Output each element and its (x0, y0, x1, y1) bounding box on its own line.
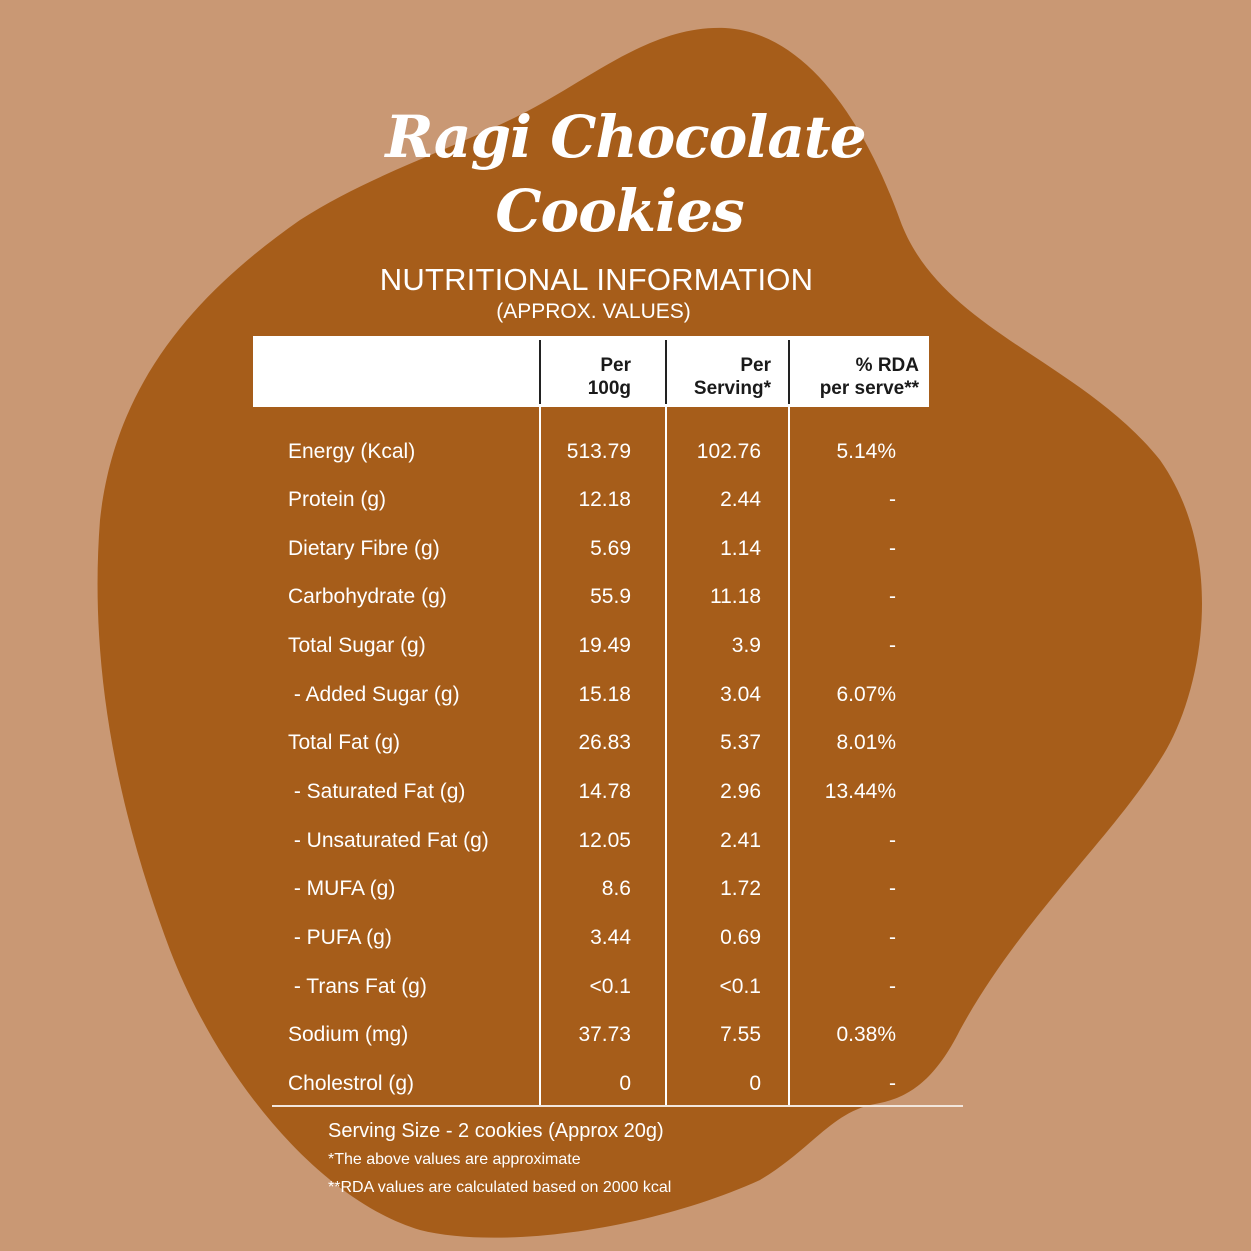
serving-size-text: Serving Size - 2 cookies (Approx 20g) (328, 1120, 664, 1142)
nutrient-label: - PUFA (g) (288, 926, 392, 949)
value-per-100g: 513.79 (566, 440, 631, 463)
value-per-100g: 3.44 (590, 926, 631, 949)
value-rda: - (889, 488, 896, 511)
column-header-line: 100g (587, 378, 631, 399)
value-per-100g: 15.18 (578, 683, 631, 706)
value-per-serving: 1.72 (720, 877, 761, 900)
value-per-serving: 7.55 (720, 1023, 761, 1046)
value-per-100g: 19.49 (578, 634, 631, 657)
value-per-serving: 102.76 (696, 440, 761, 463)
column-header-per-serving: Per Serving* (694, 354, 771, 400)
value-per-serving: 1.14 (720, 537, 761, 560)
nutrient-label: Total Sugar (g) (288, 634, 426, 657)
nutrient-label: Total Fat (g) (288, 731, 401, 754)
table-row: Carbohydrate (g) 55.9 11.18 - (0, 582, 1251, 630)
value-rda: - (889, 975, 896, 998)
value-rda: - (889, 585, 896, 608)
header-divider (788, 340, 790, 404)
value-per-100g: 37.73 (578, 1023, 631, 1046)
table-row: Sodium (mg) 37.73 7.55 0.38% (0, 1020, 1251, 1068)
table-row: Dietary Fibre (g) 5.69 1.14 - (0, 534, 1251, 582)
column-divider (665, 407, 667, 1106)
column-divider (539, 407, 541, 1106)
value-per-serving: 2.44 (720, 488, 761, 511)
value-rda: - (889, 829, 896, 852)
table-row: - Added Sugar (g) 15.18 3.04 6.07% (0, 680, 1251, 728)
column-header-per-100g: Per 100g (588, 354, 631, 400)
value-rda: - (889, 537, 896, 560)
table-row: - PUFA (g) 3.44 0.69 - (0, 923, 1251, 971)
header-divider (539, 340, 541, 404)
footnote-approximate: *The above values are approximate (328, 1151, 581, 1168)
value-per-serving: 2.96 (720, 780, 761, 803)
value-per-100g: 14.78 (578, 780, 631, 803)
table-row: - MUFA (g) 8.6 1.72 - (0, 874, 1251, 922)
nutrient-label: - MUFA (g) (288, 877, 396, 900)
value-per-100g: 5.69 (590, 537, 631, 560)
nutrient-label: - Unsaturated Fat (g) (288, 829, 489, 852)
nutrient-label: Sodium (mg) (288, 1023, 409, 1046)
value-per-serving: <0.1 (719, 975, 761, 998)
value-per-100g: 8.6 (601, 877, 631, 900)
table-row: - Trans Fat (g) <0.1 <0.1 - (0, 972, 1251, 1020)
header-divider (665, 340, 667, 404)
value-per-serving: 0 (749, 1072, 761, 1095)
value-per-serving: 3.9 (731, 634, 761, 657)
nutrient-label: Energy (Kcal) (288, 440, 416, 463)
nutrient-label: Dietary Fibre (g) (288, 537, 440, 560)
value-rda: 13.44% (824, 780, 896, 803)
nutrient-label: Cholestrol (g) (288, 1072, 415, 1095)
value-rda: - (889, 1072, 896, 1095)
value-rda: 6.07% (836, 683, 896, 706)
value-rda: - (889, 877, 896, 900)
value-per-100g: 12.05 (578, 829, 631, 852)
value-rda: 5.14% (836, 440, 896, 463)
table-row: Cholestrol (g) 0 0 - (0, 1069, 1251, 1117)
value-per-100g: 0 (619, 1072, 631, 1095)
table-row: - Saturated Fat (g) 14.78 2.96 13.44% (0, 777, 1251, 825)
section-heading: NUTRITIONAL INFORMATION (379, 262, 814, 297)
value-rda: 0.38% (836, 1023, 896, 1046)
value-per-serving: 3.04 (720, 683, 761, 706)
table-row: Energy (Kcal) 513.79 102.76 5.14% (0, 437, 1251, 485)
table-row: Total Sugar (g) 19.49 3.9 - (0, 631, 1251, 679)
product-title-line2: Cookies (495, 177, 744, 245)
nutrient-label: - Trans Fat (g) (288, 975, 427, 998)
column-header-line: % RDA (855, 355, 919, 376)
value-per-100g: <0.1 (589, 975, 631, 998)
column-header-line: Per (740, 355, 771, 376)
value-per-serving: 2.41 (720, 829, 761, 852)
table-bottom-rule (272, 1105, 963, 1107)
value-per-100g: 26.83 (578, 731, 631, 754)
nutrient-label: Protein (g) (288, 488, 387, 511)
table-row: - Unsaturated Fat (g) 12.05 2.41 - (0, 826, 1251, 874)
column-header-line: Per (600, 355, 631, 376)
value-rda: 8.01% (836, 731, 896, 754)
value-per-serving: 5.37 (720, 731, 761, 754)
nutrient-label: - Added Sugar (g) (288, 683, 460, 706)
value-per-100g: 55.9 (590, 585, 631, 608)
section-subheading: (APPROX. VALUES) (496, 300, 691, 323)
value-per-serving: 0.69 (720, 926, 761, 949)
column-header-line: per serve** (819, 378, 919, 399)
value-rda: - (889, 634, 896, 657)
nutrient-label: Carbohydrate (g) (288, 585, 447, 608)
table-row: Protein (g) 12.18 2.44 - (0, 485, 1251, 533)
nutrient-label: - Saturated Fat (g) (288, 780, 466, 803)
product-title-line1: Ragi Chocolate (385, 103, 866, 171)
value-per-serving: 11.18 (710, 585, 761, 608)
value-per-100g: 12.18 (578, 488, 631, 511)
value-rda: - (889, 926, 896, 949)
footnote-rda: **RDA values are calculated based on 200… (328, 1179, 672, 1196)
table-row: Total Fat (g) 26.83 5.37 8.01% (0, 728, 1251, 776)
column-divider (788, 407, 790, 1106)
table-header: Per 100g Per Serving* % RDA per serve** (253, 336, 929, 407)
column-header-rda: % RDA per serve** (820, 354, 919, 400)
column-header-line: Serving* (693, 378, 771, 399)
